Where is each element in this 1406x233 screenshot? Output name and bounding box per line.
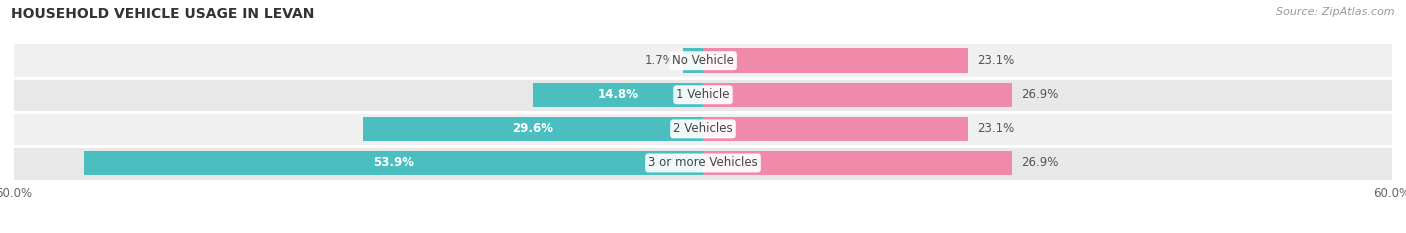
Bar — [363, 116, 703, 141]
Bar — [703, 82, 1012, 107]
Text: 23.1%: 23.1% — [977, 122, 1015, 135]
Bar — [703, 151, 1012, 175]
Bar — [703, 48, 969, 73]
Bar — [683, 48, 703, 73]
Bar — [14, 78, 1392, 112]
Bar — [14, 112, 1392, 146]
Text: 14.8%: 14.8% — [598, 88, 638, 101]
Text: 23.1%: 23.1% — [977, 54, 1015, 67]
Text: 1.7%: 1.7% — [644, 54, 675, 67]
Bar — [14, 146, 1392, 180]
Text: 53.9%: 53.9% — [373, 157, 413, 169]
Bar — [533, 82, 703, 107]
Bar — [14, 44, 1392, 78]
Text: 2 Vehicles: 2 Vehicles — [673, 122, 733, 135]
Text: 26.9%: 26.9% — [1021, 157, 1059, 169]
Text: 1 Vehicle: 1 Vehicle — [676, 88, 730, 101]
Text: HOUSEHOLD VEHICLE USAGE IN LEVAN: HOUSEHOLD VEHICLE USAGE IN LEVAN — [11, 7, 315, 21]
Text: 29.6%: 29.6% — [513, 122, 554, 135]
Text: 3 or more Vehicles: 3 or more Vehicles — [648, 157, 758, 169]
Bar — [703, 116, 969, 141]
Text: 26.9%: 26.9% — [1021, 88, 1059, 101]
Text: No Vehicle: No Vehicle — [672, 54, 734, 67]
Text: Source: ZipAtlas.com: Source: ZipAtlas.com — [1277, 7, 1395, 17]
Bar — [84, 151, 703, 175]
